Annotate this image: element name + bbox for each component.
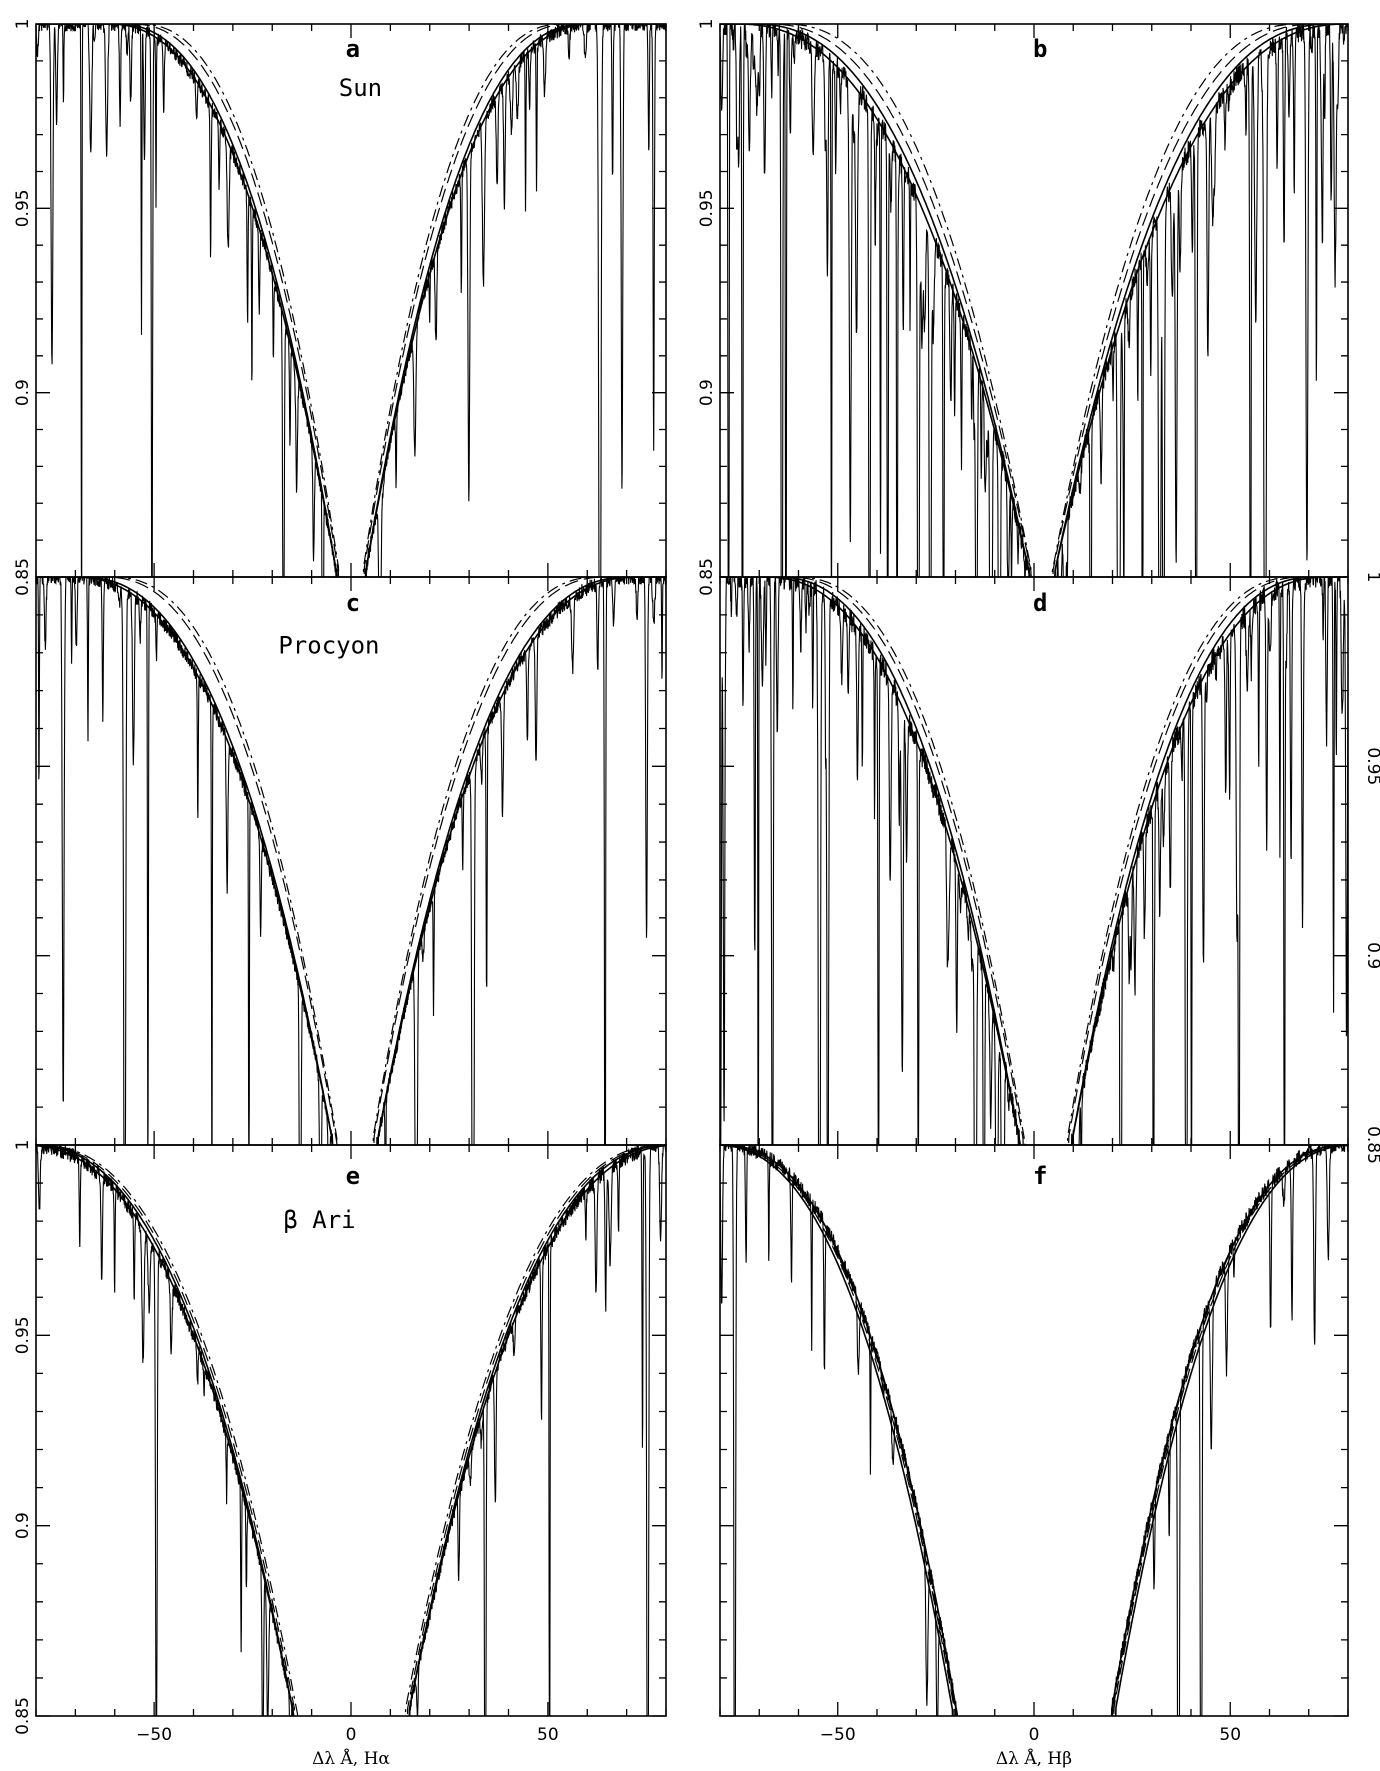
panel-a-star: Sun — [339, 74, 382, 102]
panel-d-y-tick-label: 1 — [1363, 572, 1380, 583]
panel-c: c Procyon — [35, 576, 667, 1146]
panel-f-label: f — [1033, 1162, 1047, 1190]
panel-a-y-tick-label: 0.9 — [13, 379, 33, 406]
panel-e-y-tick-label: 1 — [13, 1140, 33, 1151]
panel-e-model-curve-solid — [36, 1145, 665, 1716]
panel-b-y-tick-label: 0.85 — [697, 558, 717, 596]
panel-d-y-tick-label: 0.85 — [1363, 1126, 1380, 1164]
panel-e-frame — [35, 1144, 667, 1717]
panel-b-y-tick-labels: 0.85 0.9 0.95 1 — [697, 19, 717, 596]
panel-b-y-tick-label: 1 — [697, 19, 717, 30]
panel-b: 0.85 0.9 0.95 1 b — [697, 19, 1349, 596]
panel-d-observed-spectrum — [720, 577, 1348, 1145]
panel-d-label: d — [1033, 589, 1047, 617]
panel-e-x-tick-label: 50 — [537, 1725, 559, 1745]
panel-f-frame — [719, 1144, 1349, 1717]
panel-f-x-tick-label: 0 — [1029, 1725, 1040, 1745]
panel-d-y-tick-label: 0.95 — [1363, 747, 1380, 785]
panel-b-model-curve-dashdot — [720, 24, 1347, 577]
panel-a-model-curve-dashdot — [36, 24, 665, 577]
panel-c-model-curve-dashed — [36, 577, 666, 1145]
panel-a-y-tick-label: 0.85 — [13, 558, 33, 596]
panel-a-y-tick-label: 0.95 — [13, 189, 33, 227]
panel-a: 0.85 0.9 0.95 1 a Sun — [13, 19, 667, 596]
panel-e-star: β Ari — [283, 1206, 355, 1234]
panel-a-label: a — [346, 35, 360, 63]
panel-a-model-curve-solid — [36, 24, 666, 577]
panel-f-model-curve-dashed — [720, 1145, 1347, 1716]
panel-f-x-tick-label: −50 — [820, 1725, 856, 1745]
panel-f-x-tick-label: 50 — [1219, 1725, 1241, 1745]
panel-a-model-curve-solid — [36, 24, 666, 577]
panel-b-y-tick-label: 0.9 — [697, 379, 717, 406]
panel-f-observed-spectrum — [720, 1145, 1348, 1716]
panel-c-label: c — [346, 589, 360, 617]
panel-e-model-curve-dashdot — [36, 1145, 666, 1716]
panel-f-model-curve-solid — [720, 1145, 1348, 1716]
panel-e-x-tick-label: 0 — [346, 1725, 357, 1745]
panel-f-plot — [720, 1145, 1348, 1716]
panel-d-model-curve-dashdot — [720, 577, 1348, 1145]
panel-e-y-tick-labels: 0.85 0.9 0.95 1 — [13, 1140, 33, 1735]
panel-e-y-tick-label: 0.85 — [13, 1697, 33, 1735]
panel-e-label: e — [346, 1162, 360, 1190]
panel-e-model-curve-solid — [36, 1145, 665, 1716]
panel-b-observed-spectrum — [720, 24, 1348, 577]
panel-d-y-tick-label: 0.9 — [1363, 942, 1380, 969]
panel-d-y-tick-labels: 0.85 0.9 0.95 1 — [1363, 572, 1380, 1164]
panel-b-plot — [720, 24, 1348, 577]
panel-b-label: b — [1033, 35, 1047, 63]
panel-f-model-curve-solid — [720, 1145, 1347, 1716]
panel-a-y-tick-label: 1 — [13, 19, 33, 30]
panel-e-x-tick-labels: −50 0 50 — [136, 1725, 559, 1745]
panel-e-y-tick-label: 0.95 — [13, 1316, 33, 1354]
panel-b-model-curve-solid — [720, 24, 1348, 577]
panel-e-x-tick-label: −50 — [136, 1725, 172, 1745]
panel-c-model-curve-dashdot — [36, 577, 665, 1145]
panel-a-observed-spectrum — [36, 24, 666, 577]
panel-c-star: Procyon — [278, 632, 379, 660]
panel-a-y-tick-labels: 0.85 0.9 0.95 1 — [13, 19, 33, 596]
panel-f-x-axis-title: Δλ Å, Hβ — [996, 1748, 1072, 1769]
panel-e-model-curve-dashed — [36, 1145, 665, 1716]
panel-e-plot — [36, 1145, 666, 1716]
panel-e-y-tick-label: 0.9 — [13, 1512, 33, 1539]
panel-f: −50 0 50 f Δλ Å, Hβ — [719, 1144, 1349, 1769]
panel-f-model-curve-dashdot — [720, 1145, 1348, 1716]
panel-f-x-tick-labels: −50 0 50 — [820, 1725, 1241, 1745]
panel-a-model-curve-dashed — [36, 24, 666, 577]
panel-b-y-tick-label: 0.95 — [697, 189, 717, 227]
panel-e-x-axis-title: Δλ Å, Hα — [312, 1748, 390, 1769]
panel-e-observed-spectrum — [36, 1145, 666, 1716]
panel-b-model-curve-solid — [720, 24, 1348, 577]
panel-a-plot — [36, 24, 666, 577]
panel-e: 0.85 0.9 0.95 1 −50 0 50 e β Ari Δλ Å, Hα — [13, 1140, 667, 1769]
